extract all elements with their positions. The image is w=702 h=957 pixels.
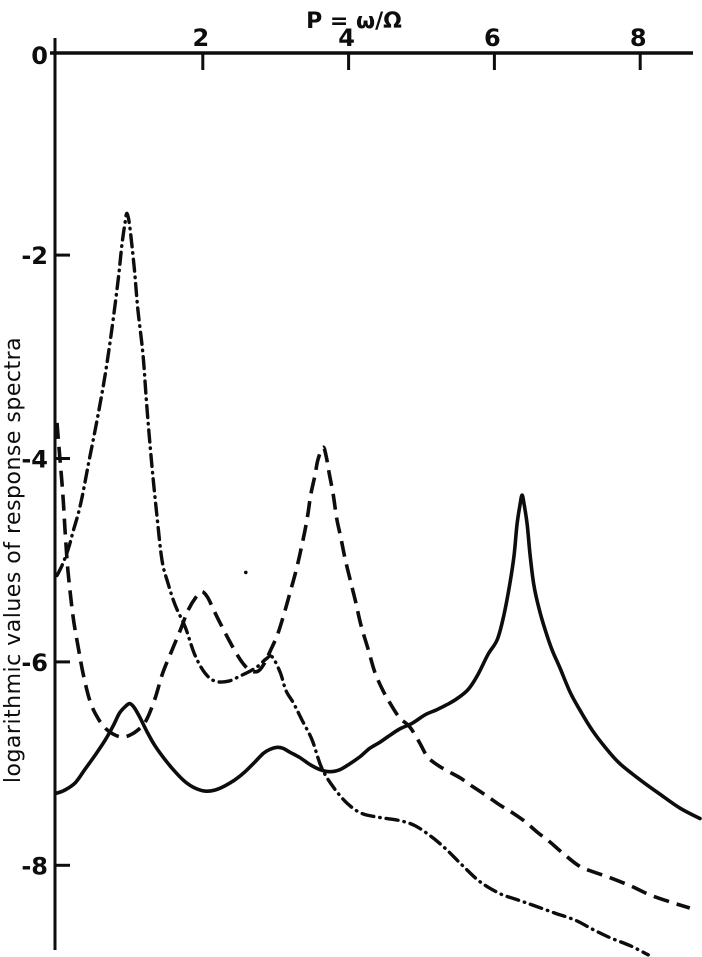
y-tick-label: -6 xyxy=(21,649,48,677)
curve-group xyxy=(55,211,702,957)
y-tick-label: -4 xyxy=(21,446,48,474)
origin-tick-label: 0 xyxy=(31,42,48,70)
x-tick-label: 2 xyxy=(192,24,209,52)
x-axis-ticks xyxy=(201,53,642,70)
y-axis-ticks xyxy=(55,253,70,867)
dash-dot-curve xyxy=(55,211,650,957)
x-tick-label: 4 xyxy=(338,24,355,52)
y-axis-tick-labels: -2 -4 -6 -8 xyxy=(21,242,48,880)
x-tick-label: 8 xyxy=(630,24,647,52)
y-tick-label: -2 xyxy=(21,242,48,270)
y-tick-label: -8 xyxy=(21,852,48,880)
solid-curve xyxy=(55,493,702,821)
axes xyxy=(50,38,693,950)
x-tick-label: 6 xyxy=(484,24,501,52)
x-axis-tick-labels: 2 4 6 8 xyxy=(192,24,646,52)
x-axis-title: P = ω/Ω xyxy=(306,9,402,34)
scan-speckles xyxy=(244,570,248,575)
scan-speckle xyxy=(244,570,248,575)
y-axis-title: logarithmic values of response spectra xyxy=(1,337,26,783)
dashed-curve xyxy=(55,422,691,910)
